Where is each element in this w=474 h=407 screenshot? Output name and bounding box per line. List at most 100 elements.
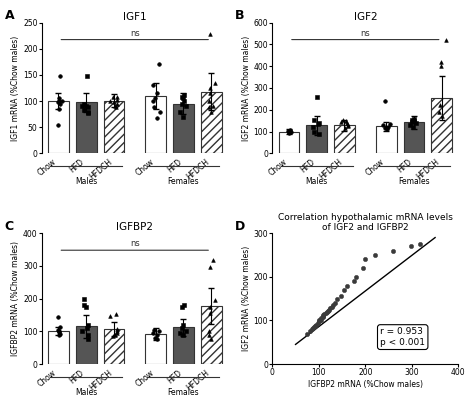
Point (362, 256, 369, 263)
X-axis label: IGFBP2 mRNA (%Chow males): IGFBP2 mRNA (%Chow males) (308, 380, 423, 389)
Text: C: C (5, 220, 14, 233)
Point (207, 310, 214, 317)
Bar (334, 125, 355, 153)
Point (55, 332, 63, 339)
Bar (306, 125, 327, 153)
Point (151, 95, 158, 102)
Point (206, 304, 214, 310)
Point (176, 330, 183, 336)
Point (285, 129, 293, 135)
Point (153, 336, 161, 343)
Point (306, 328, 313, 335)
Point (438, 113, 446, 120)
Point (205, 104, 213, 111)
Point (319, 313, 327, 319)
Point (55, 106, 63, 112)
Point (409, 116, 416, 123)
Point (82, 304, 90, 310)
Point (111, 103, 118, 109)
Point (352, 274, 360, 280)
Point (315, 317, 323, 324)
Point (78, 103, 86, 109)
Point (78, 328, 86, 335)
Bar (376, 126, 397, 153)
Point (182, 103, 190, 109)
Point (56, 330, 64, 337)
Point (320, 311, 328, 317)
Point (109, 333, 117, 339)
Point (182, 328, 190, 335)
Point (80, 107, 87, 114)
Bar (173, 327, 194, 364)
Point (80, 295, 87, 302)
Point (155, 61, 163, 68)
Point (318, 316, 325, 323)
Bar (173, 104, 194, 153)
Bar (403, 123, 424, 153)
Point (176, 108, 183, 115)
Point (179, 95, 187, 102)
Point (313, 94, 320, 100)
Point (318, 315, 325, 322)
Point (83, 73, 91, 79)
Point (207, 90, 214, 96)
Point (334, 296, 341, 303)
Point (410, 115, 418, 122)
Bar (76, 102, 97, 153)
Point (344, 122, 352, 128)
Point (180, 301, 187, 308)
Text: Females: Females (398, 177, 430, 186)
Point (106, 98, 114, 104)
Bar (145, 96, 166, 153)
Point (371, 252, 378, 258)
Point (314, 319, 322, 326)
Point (149, 330, 156, 336)
Point (84, 104, 92, 111)
Point (412, 120, 420, 127)
Point (109, 94, 117, 101)
Point (113, 97, 120, 103)
Point (80, 302, 88, 309)
Point (324, 308, 332, 314)
Point (409, 118, 416, 125)
Bar (103, 101, 124, 153)
Point (80, 101, 88, 107)
Point (310, 116, 318, 123)
Bar (431, 98, 452, 153)
Point (178, 325, 185, 331)
Point (323, 309, 331, 315)
Point (178, 304, 185, 310)
Point (83, 325, 91, 331)
Point (406, 122, 414, 128)
Text: D: D (235, 220, 246, 233)
Point (442, 37, 450, 43)
Text: Males: Males (306, 177, 328, 186)
Bar (48, 101, 69, 153)
Point (343, 282, 350, 289)
Point (55, 98, 63, 104)
Point (341, 125, 349, 131)
Bar (103, 329, 124, 364)
Point (390, 247, 397, 254)
Point (156, 108, 164, 115)
Point (85, 108, 92, 115)
Point (342, 118, 350, 125)
Point (178, 101, 185, 107)
Point (151, 335, 158, 341)
Text: Females: Females (167, 177, 199, 186)
Point (149, 82, 156, 89)
Point (84, 109, 92, 116)
Point (315, 318, 323, 324)
Point (417, 241, 424, 247)
Point (55, 95, 63, 102)
Y-axis label: IGF1 mRNA (%Chow males): IGF1 mRNA (%Chow males) (11, 35, 20, 140)
Point (207, 31, 214, 37)
Point (151, 326, 158, 333)
Point (308, 326, 316, 333)
Point (113, 94, 121, 100)
Point (151, 104, 158, 111)
Point (329, 302, 337, 309)
Point (207, 263, 214, 270)
Point (319, 312, 327, 318)
Bar (201, 92, 221, 153)
